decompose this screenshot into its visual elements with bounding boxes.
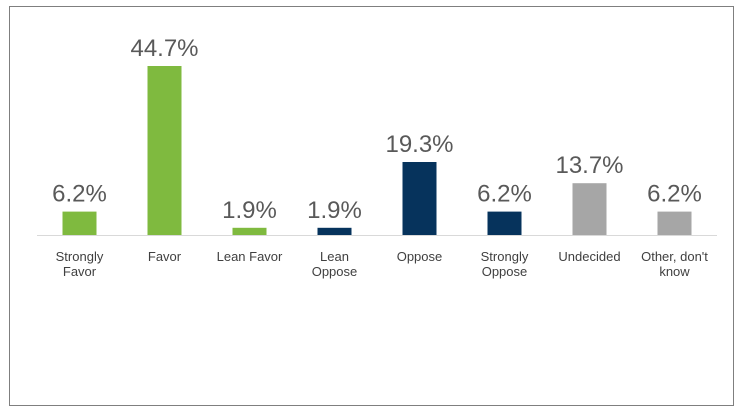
category-label-line: Oppose (397, 249, 443, 264)
category-label-line: Strongly (481, 249, 529, 264)
category-label-line: know (659, 264, 690, 279)
value-label-lean-oppose: 1.9% (307, 197, 362, 224)
chart-frame (9, 6, 734, 406)
category-label-lean-oppose: Lean Oppose (312, 249, 358, 279)
value-label-lean-favor: 1.9% (222, 197, 277, 224)
category-label-other-don-t-know: Other, don't know (641, 249, 708, 279)
bar-chart: 6.2% 44.7% 1.9% 1.9% 19.3% 6.2% 13.7% 6.2% Stro… (37, 35, 717, 279)
bar-other-don-t-know (657, 211, 692, 235)
value-labels-layer: 6.2% 44.7% 1.9% 1.9% 19.3% 6.2% 13.7% 6.2% (52, 35, 702, 224)
value-label-undecided: 13.7% (555, 152, 623, 179)
category-label-strongly-favor: Strongly Favor (56, 249, 104, 279)
bar-lean-oppose (317, 227, 352, 235)
category-label-line: Lean Favor (217, 249, 283, 264)
value-label-oppose: 19.3% (385, 131, 453, 158)
category-label-line: Favor (63, 264, 97, 279)
category-label-favor: Favor (148, 249, 182, 264)
category-label-line: Strongly (56, 249, 104, 264)
category-label-strongly-oppose: Strongly Oppose (481, 249, 529, 279)
bar-strongly-oppose (487, 211, 522, 235)
category-label-line: Other, don't (641, 249, 708, 264)
category-label-line: Oppose (312, 264, 358, 279)
value-label-other-don-t-know: 6.2% (647, 181, 702, 208)
value-label-favor: 44.7% (130, 35, 198, 62)
bar-strongly-favor (62, 211, 97, 235)
bar-lean-favor (232, 227, 267, 235)
bar-favor (147, 66, 182, 235)
value-label-strongly-oppose: 6.2% (477, 181, 532, 208)
bars-layer (62, 66, 692, 235)
bar-undecided (572, 183, 607, 235)
category-label-undecided: Undecided (558, 249, 620, 264)
category-label-line: Undecided (558, 249, 620, 264)
category-label-line: Lean (320, 249, 349, 264)
category-label-oppose: Oppose (397, 249, 443, 264)
value-label-strongly-favor: 6.2% (52, 181, 107, 208)
category-label-line: Favor (148, 249, 182, 264)
bar-oppose (402, 162, 437, 235)
category-label-line: Oppose (482, 264, 528, 279)
category-label-lean-favor: Lean Favor (217, 249, 283, 264)
